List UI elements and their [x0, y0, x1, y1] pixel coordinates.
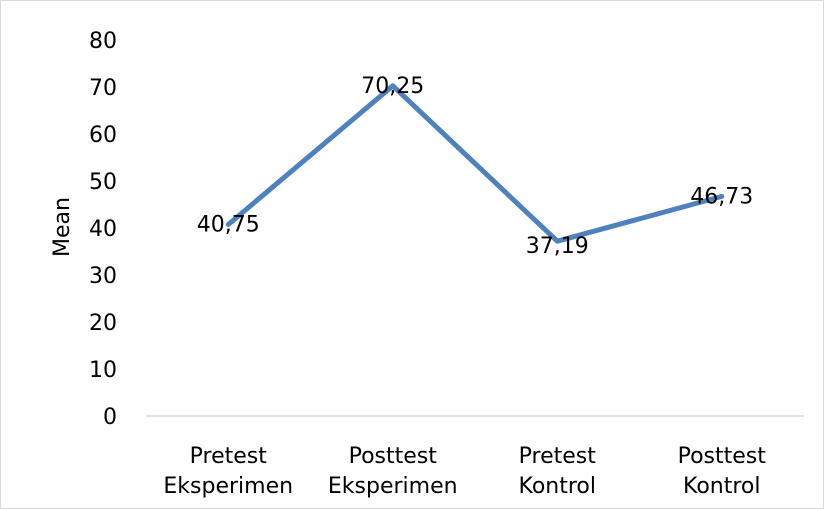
data-label: 46,73 [690, 184, 753, 209]
y-axis-label: Mean [50, 197, 75, 257]
x-category-label: Posttest Eksperimen [328, 444, 458, 499]
x-category-label: Pretest Eksperimen [163, 444, 293, 499]
y-tick-label: 10 [89, 358, 117, 383]
y-tick-label: 20 [89, 311, 117, 336]
series-line [225, 83, 725, 244]
x-category-label: Posttest Kontrol [678, 444, 767, 499]
y-tick-label: 80 [89, 29, 117, 54]
data-labels: 40,75 70,25 37,19 46,73 [197, 74, 753, 259]
y-axis-ticks: 0 10 20 30 40 50 60 70 80 [89, 29, 117, 430]
y-tick-label: 40 [89, 217, 117, 242]
x-axis-categories: Pretest Eksperimen Posttest Eksperimen Prete… [163, 444, 766, 499]
x-category-label: Pretest Kontrol [519, 444, 597, 499]
y-tick-label: 0 [103, 405, 117, 430]
data-label: 37,19 [526, 234, 589, 259]
data-label: 70,25 [361, 74, 424, 99]
y-tick-label: 50 [89, 170, 117, 195]
y-tick-label: 30 [89, 264, 117, 289]
y-tick-label: 60 [89, 123, 117, 148]
data-label: 40,75 [197, 212, 260, 237]
y-tick-label: 70 [89, 76, 117, 101]
